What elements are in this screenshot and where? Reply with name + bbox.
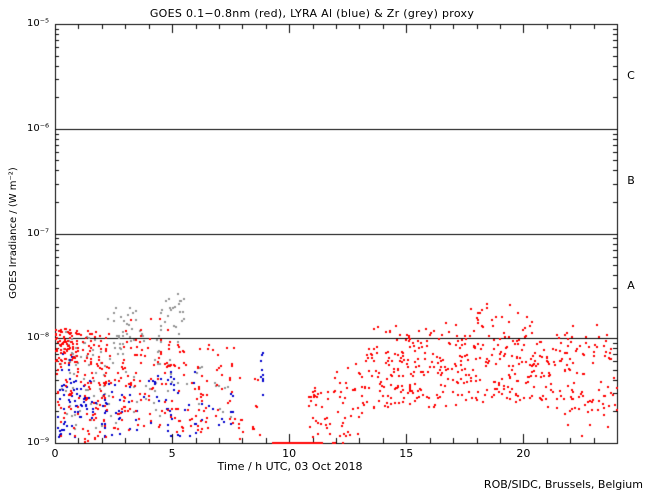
x-tick-label: 15 (399, 447, 414, 460)
y-tick-label: 10⁻⁸ (26, 332, 49, 344)
x-tick-label: 5 (168, 447, 176, 460)
credit-text: ROB/SIDC, Brussels, Belgium (483, 478, 643, 491)
flare-class-label: B (627, 174, 635, 188)
flare-class-label: C (627, 69, 635, 83)
flare-class-label: A (627, 278, 635, 292)
y-tick-label: 10⁻⁶ (26, 122, 49, 134)
y-tick-label: 10⁻⁷ (26, 227, 49, 239)
x-tick-label: 10 (282, 447, 297, 460)
y-tick-label: 10⁻⁵ (26, 18, 49, 29)
x-tick-label: 20 (516, 447, 531, 460)
x-axis-label: Time / h UTC, 03 Oct 2018 (217, 460, 363, 473)
chart-title: GOES 0.1−0.8nm (red), LYRA Al (blue) & Z… (149, 7, 475, 20)
x-tick-label: 0 (51, 447, 59, 460)
y-tick-label: 10⁻⁹ (26, 437, 49, 448)
